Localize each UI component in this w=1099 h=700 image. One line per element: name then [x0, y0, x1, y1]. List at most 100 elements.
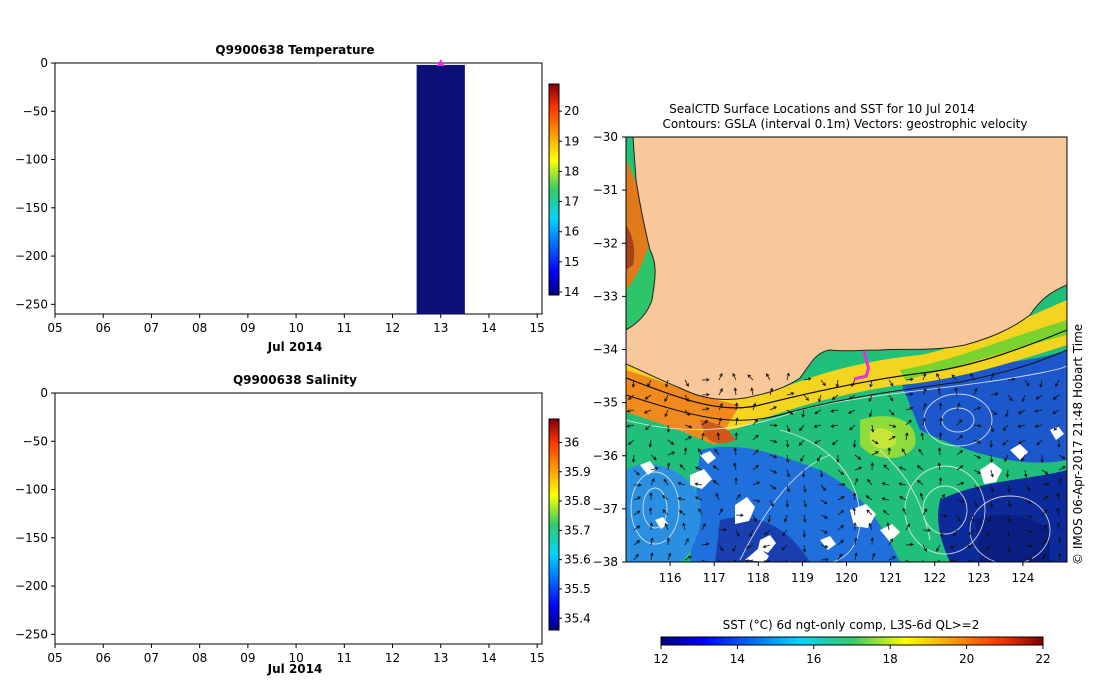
velocity-arrow — [1040, 454, 1044, 463]
x-tick-label: 05 — [47, 321, 62, 335]
velocity-arrow — [830, 409, 839, 413]
velocity-arrow — [847, 409, 856, 414]
colorbar-tick-label: 35.6 — [564, 553, 591, 567]
velocity-arrow — [769, 387, 774, 396]
velocity-arrow — [661, 495, 669, 501]
velocity-arrow — [853, 537, 858, 546]
velocity-arrow — [1039, 379, 1043, 388]
velocity-arrow — [650, 537, 654, 546]
sst-colorbar-label: SST (°C) 6d ngt-only comp, L3S-6d QL>=2 — [723, 618, 980, 632]
velocity-arrow — [973, 499, 978, 508]
velocity-arrow — [718, 544, 724, 552]
velocity-arrow — [990, 409, 997, 416]
cloud-gap — [640, 461, 668, 529]
velocity-arrow — [1002, 439, 1009, 446]
velocity-arrow — [666, 424, 671, 433]
velocity-arrow — [701, 392, 710, 397]
velocity-arrow — [663, 478, 669, 486]
velocity-arrow — [956, 481, 965, 486]
velocity-arrow — [973, 484, 981, 491]
velocity-arrow — [633, 469, 640, 476]
x-tick-label: 12 — [385, 321, 400, 335]
velocity-arrow — [734, 477, 738, 486]
map-x-tick-label: 116 — [659, 571, 682, 585]
velocity-arrow — [1024, 514, 1033, 519]
velocity-arrow — [936, 544, 941, 552]
velocity-arrow — [989, 439, 993, 448]
sst-west-coast — [626, 225, 635, 270]
velocity-arrow — [1024, 557, 1033, 562]
velocity-arrow — [783, 514, 788, 523]
y-tick-label: −150 — [15, 531, 48, 545]
land-area — [626, 137, 1067, 401]
surface-marker — [436, 59, 445, 66]
velocity-arrow — [1041, 524, 1048, 531]
velocity-arrow — [626, 409, 635, 413]
velocity-arrow — [967, 559, 975, 562]
sst-coastal-band — [700, 420, 735, 444]
velocity-arrow — [990, 469, 994, 478]
velocity-arrow — [905, 523, 911, 531]
velocity-arrow — [971, 514, 975, 523]
velocity-arrow — [887, 447, 892, 456]
velocity-arrow — [664, 409, 669, 418]
profile-bar — [416, 64, 465, 314]
velocity-arrow — [1052, 394, 1060, 400]
velocity-arrow — [764, 529, 771, 536]
velocity-arrow — [820, 529, 829, 534]
x-tick-label: 09 — [240, 651, 255, 665]
velocity-arrow — [627, 439, 635, 445]
y-tick-label: −250 — [15, 627, 48, 641]
velocity-arrow — [684, 538, 689, 546]
velocity-arrow — [752, 481, 761, 486]
cloud-gap — [980, 426, 1064, 484]
velocity-arrow — [973, 423, 982, 428]
velocity-arrow — [633, 525, 641, 531]
velocity-arrow — [1052, 409, 1060, 414]
velocity-arrow — [1034, 409, 1043, 413]
velocity-arrow — [1006, 529, 1011, 538]
velocity-arrow — [837, 496, 845, 501]
velocity-arrow — [718, 559, 720, 562]
y-tick-label: −50 — [23, 104, 48, 118]
velocity-arrow — [871, 451, 879, 456]
velocity-arrow — [888, 424, 897, 428]
velocity-arrow — [1007, 394, 1013, 402]
velocity-arrow — [1007, 377, 1016, 382]
velocity-arrow — [1018, 409, 1026, 414]
velocity-arrow — [920, 432, 925, 441]
velocity-arrow — [922, 417, 926, 426]
coastal-current-line — [626, 349, 1067, 421]
velocity-arrow — [820, 379, 826, 387]
velocity-arrow — [1041, 539, 1048, 546]
velocity-arrow — [871, 552, 876, 561]
velocity-arrow — [837, 539, 844, 546]
y-tick-label: −250 — [15, 297, 48, 311]
velocity-arrow — [626, 424, 635, 428]
map-y-tick-label: −31 — [593, 183, 618, 197]
velocity-arrow — [1021, 394, 1026, 403]
velocity-arrow — [968, 529, 975, 536]
velocity-arrow — [1055, 379, 1060, 387]
colorbar-tick-label: 35.7 — [564, 523, 591, 537]
velocity-arrow — [854, 454, 862, 460]
velocity-arrow — [735, 493, 741, 501]
velocity-arrow — [922, 544, 927, 552]
velocity-arrow — [922, 528, 931, 533]
velocity-arrow — [694, 496, 703, 501]
velocity-arrow — [803, 484, 807, 493]
y-tick-label: −100 — [15, 483, 48, 497]
velocity-arrow — [886, 522, 890, 531]
velocity-arrow — [769, 439, 778, 444]
velocity-arrow — [1007, 499, 1012, 508]
velocity-arrow — [1041, 495, 1049, 501]
salinity-plot-area — [54, 392, 543, 645]
velocity-arrow — [938, 402, 943, 411]
salinity-title: Q9900638 Salinity — [233, 373, 357, 387]
velocity-arrow — [1024, 544, 1033, 548]
velocity-arrow — [888, 556, 896, 561]
velocity-arrow — [694, 466, 703, 471]
velocity-arrow — [888, 379, 894, 387]
velocity-arrow — [1007, 544, 1011, 553]
velocity-arrow — [922, 387, 927, 396]
